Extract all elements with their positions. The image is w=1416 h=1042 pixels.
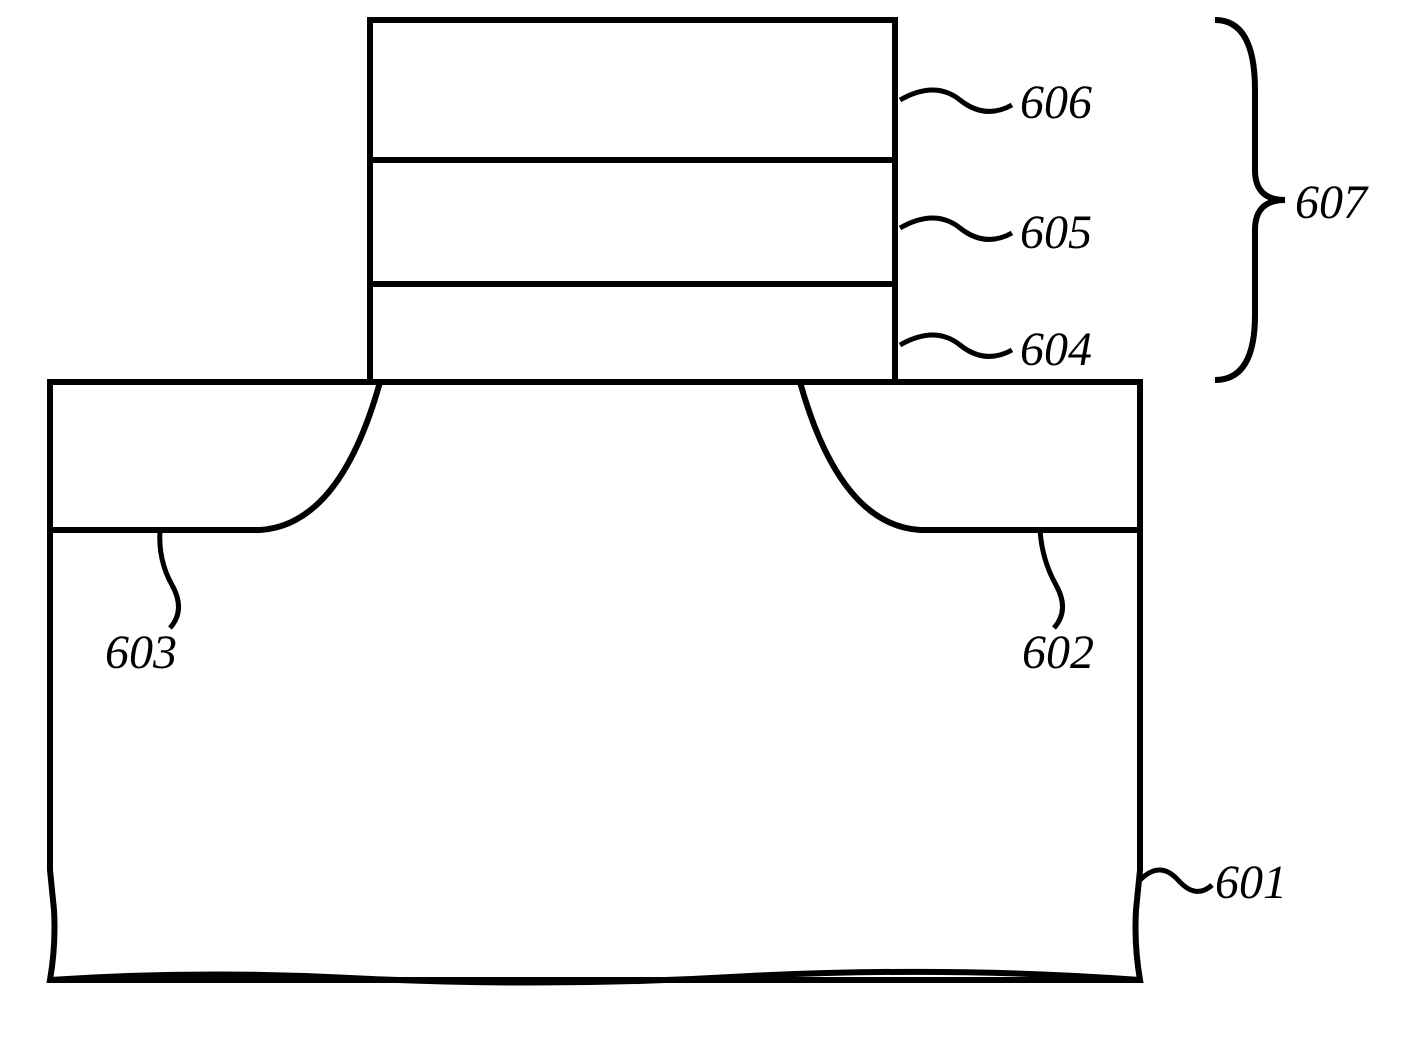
substrate-601 (50, 382, 1140, 980)
leader-601 (1140, 870, 1212, 891)
label-605: 605 (1020, 205, 1092, 260)
label-607: 607 (1295, 175, 1367, 230)
cross-section-svg (0, 0, 1416, 1042)
leader-604 (900, 335, 1012, 356)
label-602: 602 (1022, 625, 1094, 680)
gate-layer-606 (370, 20, 895, 160)
leader-605 (900, 218, 1012, 239)
diagram-container: 606 605 604 603 602 601 607 (0, 0, 1416, 1042)
gate-layer-604 (370, 282, 895, 382)
gate-layer-605 (370, 160, 895, 284)
label-606: 606 (1020, 75, 1092, 130)
label-604: 604 (1020, 322, 1092, 377)
label-601: 601 (1215, 855, 1287, 910)
label-603: 603 (105, 625, 177, 680)
leader-606 (900, 90, 1012, 111)
brace-607 (1215, 20, 1285, 380)
